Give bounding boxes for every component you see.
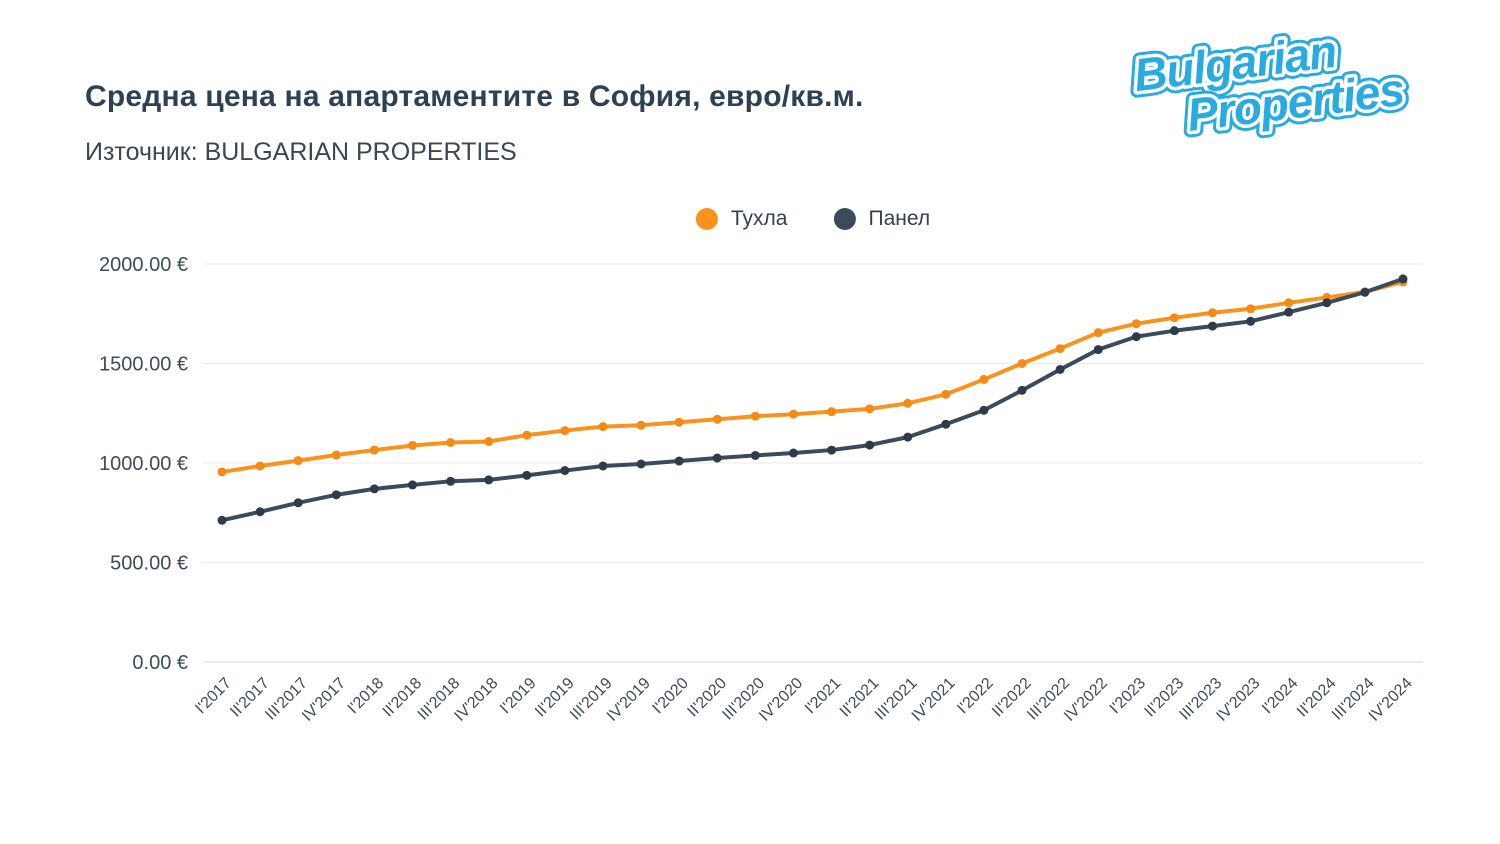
data-point-0-25: [1169, 313, 1179, 323]
data-point-1-15: [788, 448, 798, 458]
data-point-0-19: [941, 389, 951, 399]
data-point-1-24: [1131, 332, 1141, 342]
data-point-0-22: [1055, 344, 1065, 354]
data-point-0-10: [598, 422, 608, 432]
data-point-1-9: [560, 466, 570, 476]
y-axis-label-1000: 1000.00 €: [99, 453, 188, 475]
x-axis-label-IV'2024: IV'2024: [1366, 675, 1416, 725]
y-axis-label-1500: 1500.00 €: [99, 354, 188, 376]
data-point-1-29: [1322, 298, 1332, 308]
data-point-0-18: [903, 398, 913, 408]
data-point-1-18: [903, 432, 913, 442]
data-point-0-5: [407, 440, 417, 450]
data-point-0-20: [979, 374, 989, 384]
data-point-1-17: [865, 440, 875, 450]
data-point-0-24: [1131, 319, 1141, 329]
x-axis-label-IV'2022: IV'2022: [1061, 675, 1111, 725]
data-point-0-7: [484, 437, 494, 447]
data-point-0-13: [712, 414, 722, 424]
chart-legend: Тухла Панел: [695, 207, 930, 231]
data-point-0-8: [522, 430, 532, 440]
data-point-0-6: [446, 438, 456, 448]
data-point-1-0: [217, 515, 227, 525]
data-point-1-8: [522, 470, 532, 480]
data-point-1-31: [1398, 274, 1408, 284]
data-point-1-14: [750, 450, 760, 460]
x-axis-label-IV'2023: IV'2023: [1213, 675, 1263, 725]
legend-dot-tuhla: [695, 208, 718, 230]
x-axis-label-IV'2020: IV'2020: [756, 675, 806, 725]
data-point-1-1: [255, 507, 265, 517]
data-point-0-0: [217, 467, 227, 477]
data-point-0-28: [1284, 298, 1294, 308]
data-point-0-27: [1246, 304, 1256, 314]
source-subtitle: Източник: BULGARIAN PROPERTIES: [85, 138, 517, 166]
data-point-0-15: [788, 409, 798, 419]
data-point-1-19: [941, 419, 951, 429]
data-point-0-11: [636, 420, 646, 430]
x-axis-label-IV'2021: IV'2021: [909, 675, 959, 725]
data-point-0-3: [331, 450, 341, 460]
data-point-1-3: [331, 490, 341, 500]
y-axis-label-2000: 2000.00 €: [99, 254, 188, 276]
series-line-1: [220, 276, 1405, 523]
data-point-1-2: [293, 498, 303, 508]
data-point-0-17: [865, 404, 875, 414]
data-point-1-28: [1284, 307, 1294, 317]
data-point-1-10: [598, 461, 608, 471]
data-point-1-16: [827, 445, 837, 455]
data-point-0-14: [750, 411, 760, 421]
data-point-1-23: [1093, 345, 1103, 355]
x-axis-label-IV'2018: IV'2018: [451, 675, 501, 725]
data-point-0-26: [1208, 308, 1218, 318]
data-point-0-16: [827, 407, 837, 417]
data-point-0-1: [255, 461, 265, 471]
legend-label-panel: Панел: [868, 207, 931, 230]
data-point-0-2: [293, 456, 303, 466]
data-point-1-7: [484, 475, 494, 485]
data-point-1-25: [1169, 326, 1179, 336]
data-point-1-27: [1246, 316, 1256, 326]
data-point-1-11: [636, 459, 646, 469]
data-point-1-21: [1017, 385, 1027, 395]
x-axis-label-IV'2019: IV'2019: [604, 675, 654, 725]
data-point-0-9: [560, 426, 570, 436]
y-axis-label-0: 0.00 €: [132, 652, 188, 674]
legend-dot-panel: [833, 208, 856, 230]
data-point-1-13: [712, 453, 722, 463]
data-point-1-20: [979, 405, 989, 415]
page-title: Средна цена на апартаментите в София, ев…: [85, 80, 864, 113]
legend-item-tuhla: Тухла: [695, 207, 788, 231]
data-point-1-6: [446, 476, 456, 486]
data-point-1-5: [407, 480, 417, 490]
data-point-1-12: [674, 456, 684, 466]
legend-item-panel: Панел: [833, 207, 930, 231]
series-line-0: [220, 279, 1405, 474]
legend-label-tuhla: Тухла: [730, 207, 788, 230]
data-point-0-12: [674, 417, 684, 427]
data-point-1-22: [1055, 364, 1065, 374]
data-point-1-30: [1360, 287, 1370, 297]
data-point-0-21: [1017, 359, 1027, 368]
bulgarian-properties-logo: Bulgarian Bulgarian Bulgarian Properties…: [1124, 22, 1413, 142]
x-axis-label-IV'2017: IV'2017: [299, 675, 349, 725]
y-axis-label-500: 500.00 €: [110, 553, 188, 575]
data-point-1-4: [369, 484, 379, 494]
data-point-0-4: [369, 445, 379, 455]
data-point-1-26: [1208, 321, 1218, 331]
data-point-0-23: [1093, 328, 1103, 338]
